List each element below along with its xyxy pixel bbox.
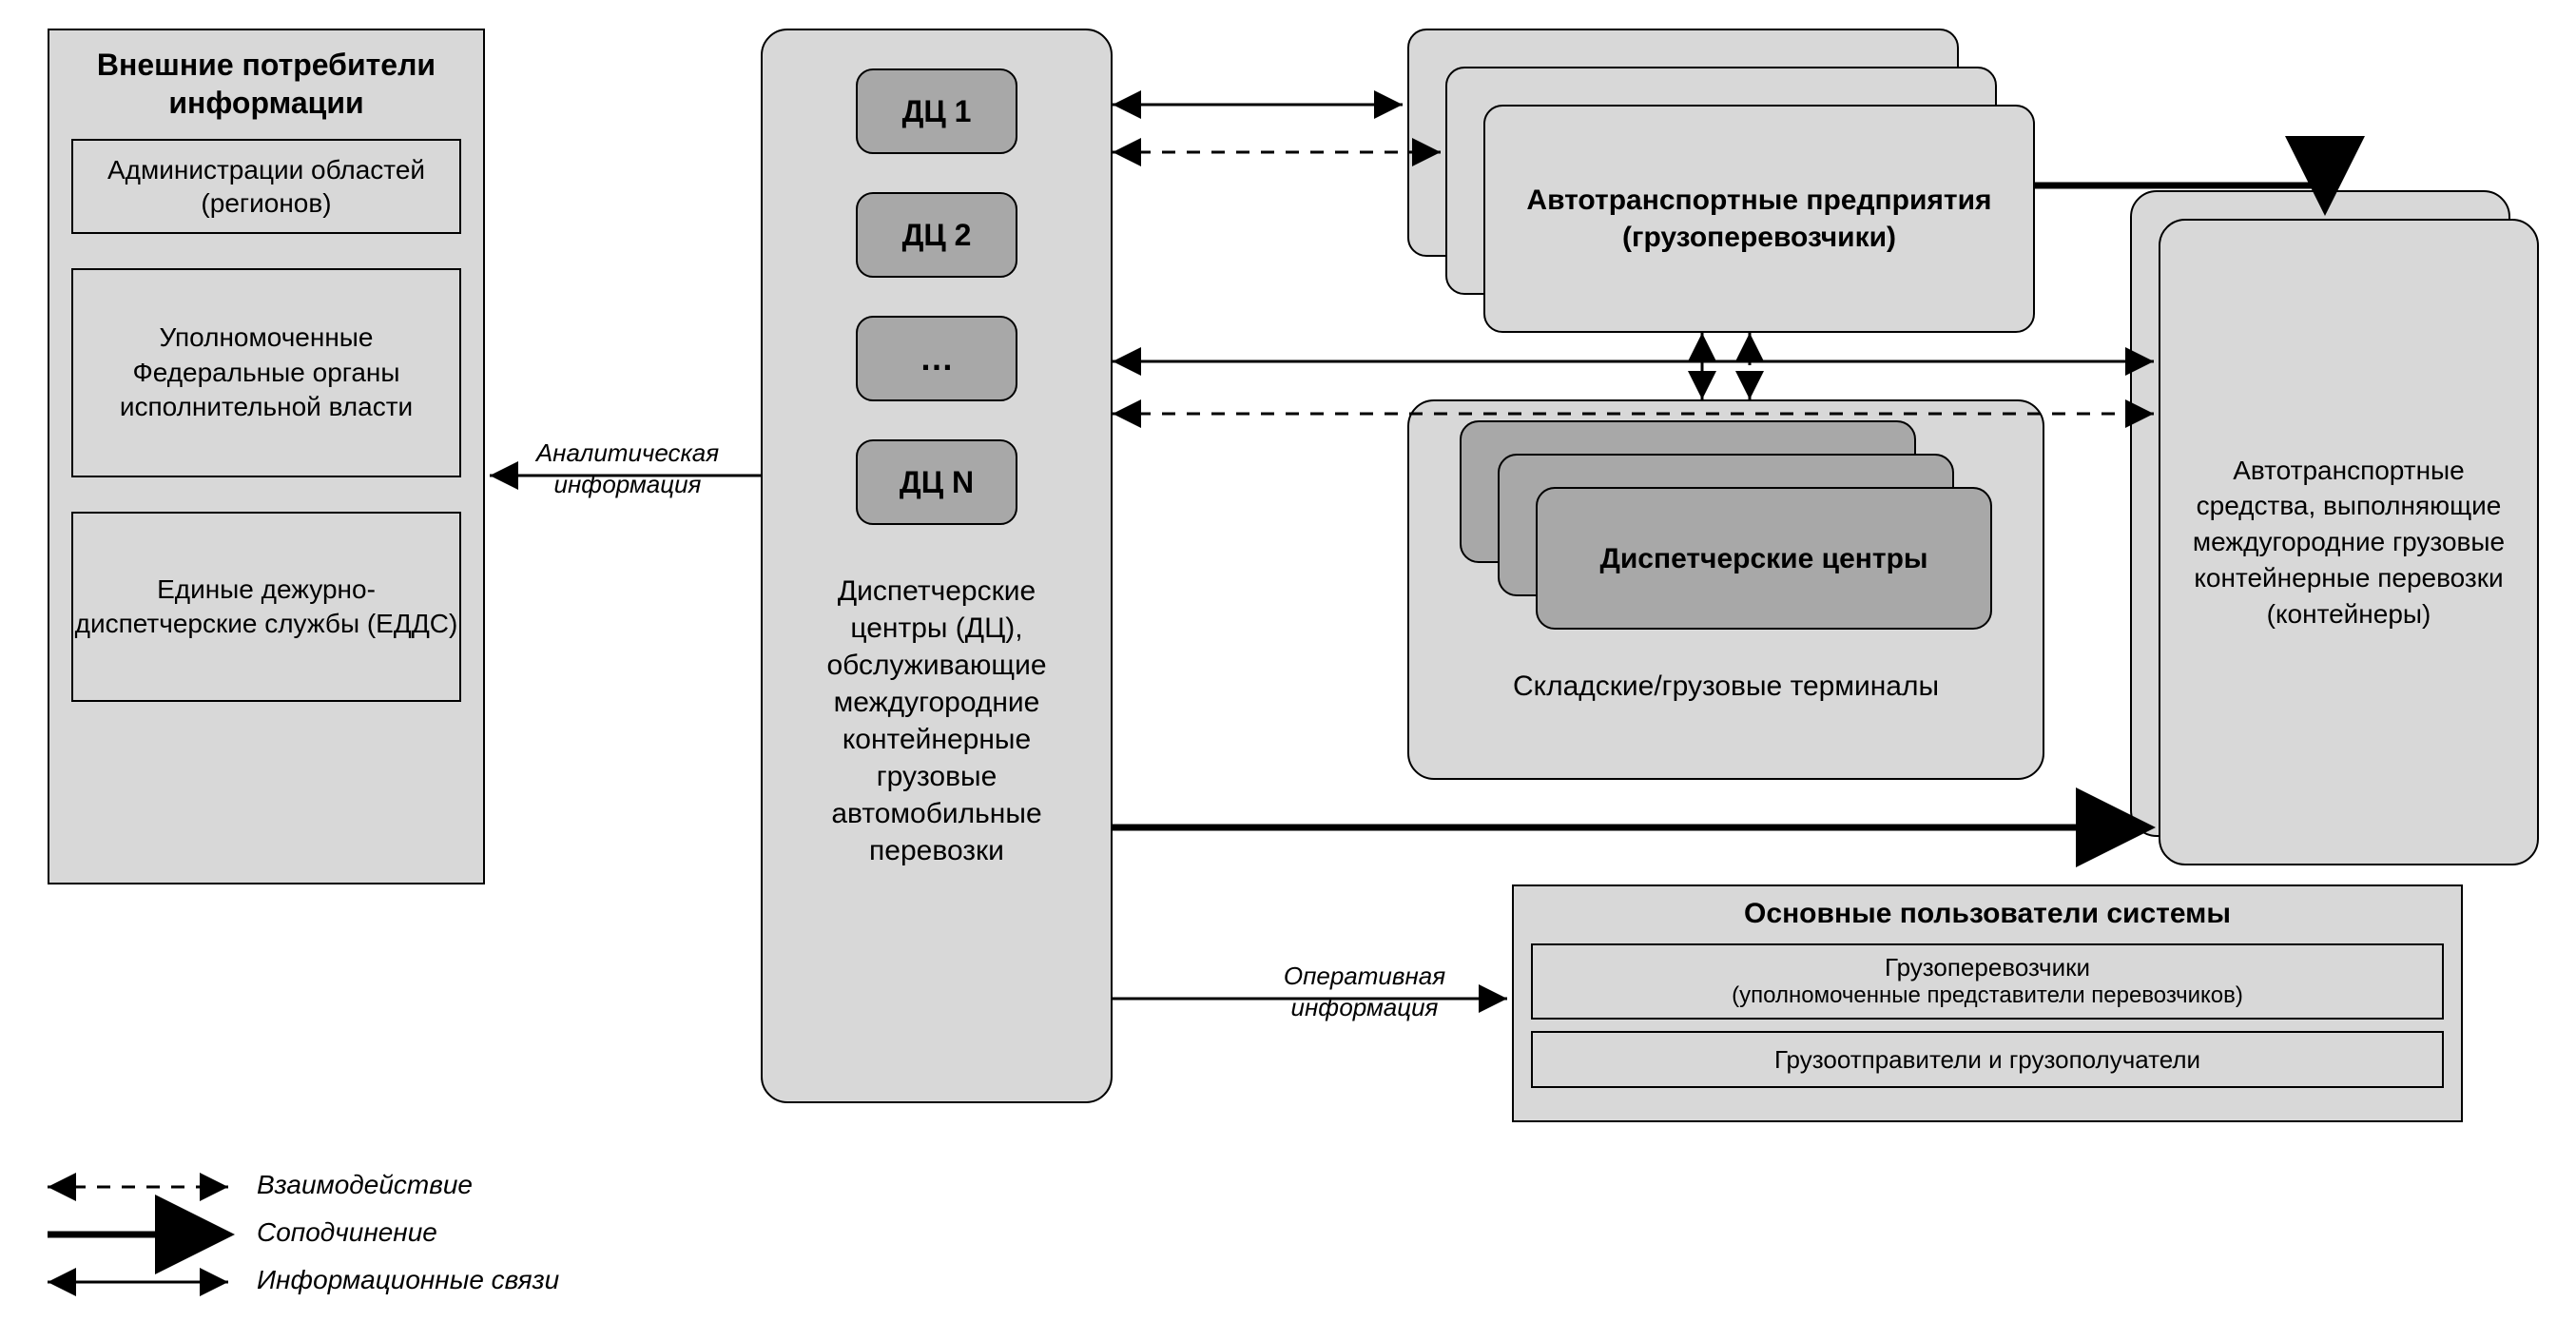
- dispatch-title: Диспетчерские центры: [1599, 540, 1927, 577]
- external-item-1-text: Администрации областей (регионов): [73, 153, 459, 220]
- legend-info-links: Информационные связи: [257, 1265, 559, 1295]
- terminals-box: Диспетчерские центры Складские/грузовые …: [1407, 399, 2044, 780]
- external-item-2-text: Уполномоченные Федеральные органы исполн…: [73, 321, 459, 424]
- external-item-3: Единые дежурно-диспетчерские службы (ЕДД…: [71, 512, 461, 702]
- users-item-1b: (уполномоченные представители перевозчик…: [1732, 982, 2243, 1010]
- dc-caption: Диспетчерские центры (ДЦ), обслуживающие…: [782, 573, 1092, 869]
- users-item-2-text: Грузоотправители и грузополучатели: [1774, 1045, 2200, 1075]
- legend-interaction: Взаимодействие: [257, 1170, 473, 1200]
- dc-dots-label: …: [920, 339, 954, 379]
- dc-column-box: ДЦ 1 ДЦ 2 … ДЦ N Диспетчерские центры (Д…: [761, 29, 1113, 1103]
- legend-subordination: Соподчинение: [257, 1217, 437, 1248]
- external-item-2: Уполномоченные Федеральные органы исполн…: [71, 268, 461, 477]
- external-consumers-box: Внешние потребители информации Администр…: [48, 29, 485, 884]
- users-box: Основные пользователи системы Грузоперев…: [1512, 884, 2463, 1122]
- dc-2-label: ДЦ 2: [902, 218, 972, 253]
- diagram-root: Внешние потребители информации Администр…: [29, 29, 2548, 1312]
- dispatch-stack-1: Диспетчерские центры: [1536, 487, 1992, 630]
- transport-title: Автотранспортные предприятия (грузоперев…: [1504, 182, 2014, 256]
- vehicles-text: Автотранспортные средства, выполняющие м…: [2183, 453, 2514, 632]
- external-item-1: Администрации областей (регионов): [71, 139, 461, 234]
- operational-label: Оперативная информация: [1246, 961, 1483, 1022]
- terminals-caption: Складские/грузовые терминалы: [1513, 668, 1939, 705]
- transport-stack-1: Автотранспортные предприятия (грузоперев…: [1483, 105, 2035, 333]
- dc-2: ДЦ 2: [856, 192, 1017, 278]
- users-item-2: Грузоотправители и грузополучатели: [1531, 1031, 2444, 1088]
- external-title: Внешние потребители информации: [49, 40, 483, 131]
- users-item-1: Грузоперевозчики (уполномоченные предста…: [1531, 943, 2444, 1020]
- dc-n: ДЦ N: [856, 439, 1017, 525]
- vehicles-stack-1: Автотранспортные средства, выполняющие м…: [2159, 219, 2539, 865]
- dc-1: ДЦ 1: [856, 68, 1017, 154]
- external-item-3-text: Единые дежурно-диспетчерские службы (ЕДД…: [73, 573, 459, 642]
- analytical-label: Аналитическая информация: [513, 437, 742, 499]
- dc-n-label: ДЦ N: [900, 465, 974, 500]
- dc-1-label: ДЦ 1: [902, 94, 972, 129]
- dc-dots: …: [856, 316, 1017, 401]
- users-title: Основные пользователи системы: [1744, 898, 2231, 930]
- users-item-1a: Грузоперевозчики: [1885, 953, 2090, 982]
